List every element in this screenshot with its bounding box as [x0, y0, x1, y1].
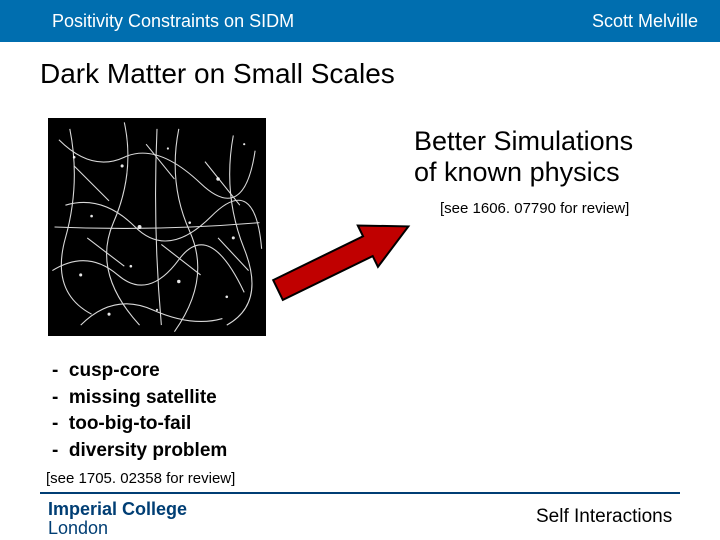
logo-line1: Imperial College: [48, 499, 187, 519]
imperial-college-logo: Imperial College London: [48, 500, 187, 538]
problem-item-2: - too-big-to-fail: [52, 411, 227, 438]
footer-divider: [40, 492, 680, 494]
problem-item-1: - missing satellite: [52, 385, 227, 412]
logo-line2: London: [48, 518, 108, 538]
header-title-right: Scott Melville: [592, 11, 698, 32]
section-title: Dark Matter on Small Scales: [40, 58, 395, 90]
problem-item-3: - diversity problem: [52, 438, 227, 465]
slide-header: Positivity Constraints on SIDM Scott Mel…: [0, 0, 720, 42]
better-simulations-heading: Better Simulations of known physics: [414, 126, 704, 188]
problem-list-reference: [see 1705. 02358 for review]: [46, 470, 235, 487]
arrow-shape: [268, 210, 418, 311]
problem-list: - cusp-core - missing satellite - too-bi…: [52, 358, 227, 464]
header-title-left: Positivity Constraints on SIDM: [52, 11, 294, 32]
better-simulations-reference: [see 1606. 07790 for review]: [440, 200, 629, 217]
self-interactions-text: Self Interactions: [536, 506, 672, 528]
problem-item-0: - cusp-core: [52, 358, 227, 385]
cosmic-web-simulation-image: [48, 118, 266, 336]
better-simulations-line1: Better Simulations: [414, 126, 633, 156]
arrow-icon: [268, 210, 428, 320]
better-simulations-line2: of known physics: [414, 157, 620, 187]
